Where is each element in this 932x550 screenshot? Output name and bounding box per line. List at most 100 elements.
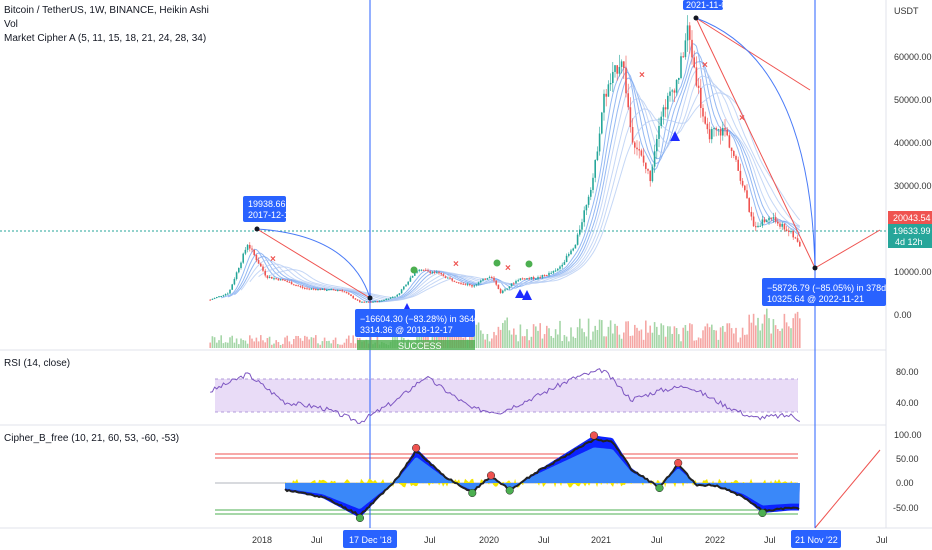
candle-body <box>708 129 711 140</box>
candle-body <box>585 204 588 211</box>
candle-body <box>618 66 621 74</box>
candle-body <box>482 278 484 281</box>
volume-bar <box>227 342 229 348</box>
success-text: SUCCESS <box>398 341 442 351</box>
drop-2022-text: −58726.79 (−85.05%) in 378d <box>767 283 886 293</box>
annotation-top-2021[interactable]: 2021-11-08 <box>683 0 731 10</box>
volume-bar <box>592 331 594 348</box>
volume-bar <box>519 324 522 348</box>
volume-bar <box>693 340 695 348</box>
time-axis[interactable]: 2018 Jul Jul 2020 Jul 2021 Jul 2022 Jul … <box>252 530 888 548</box>
cipher-dots <box>355 431 767 523</box>
volume-bar <box>576 327 579 348</box>
candle-body <box>640 150 643 156</box>
candle-body <box>352 296 354 299</box>
time-tick: 2022 <box>705 535 725 545</box>
annotation-drop-2022[interactable]: −58726.79 (−85.05%) in 378d 10325.64 @ 2… <box>762 278 886 306</box>
volume-bar <box>671 333 673 348</box>
volume-bar <box>317 343 319 348</box>
candle-body <box>557 268 559 271</box>
candle-body <box>295 284 297 286</box>
buy-triangle-signal <box>515 289 525 298</box>
cipher-projection-line[interactable] <box>814 449 881 529</box>
candle-body <box>385 298 387 300</box>
trend-line-2022[interactable] <box>695 17 811 91</box>
candle-body <box>251 248 253 250</box>
time-highlight-2022-text: 21 Nov '22 <box>795 535 838 545</box>
rsi-legend[interactable]: RSI (14, close) <box>4 358 70 369</box>
volume-bar <box>337 343 339 348</box>
success-box <box>357 340 475 350</box>
anchor-point[interactable] <box>367 295 373 301</box>
date-range-drawings[interactable] <box>254 0 881 529</box>
candle-body <box>471 285 473 287</box>
green-dot-signal <box>525 260 533 268</box>
candle-body <box>519 278 522 281</box>
volume-bar <box>255 337 258 348</box>
chart-title[interactable]: Bitcoin / TetherUS, 1W, BINANCE, Heikin … <box>4 5 209 16</box>
candle-body <box>400 289 403 294</box>
candle-body <box>777 221 779 224</box>
volume-bar <box>229 337 231 348</box>
price-axis[interactable]: USDT 60000.00 50000.00 40000.00 30000.00… <box>888 6 932 320</box>
candle-body <box>301 286 304 288</box>
candle-body <box>365 301 368 303</box>
candle-body <box>222 295 225 297</box>
annotation-top-2017[interactable]: 19938.66 2017-12-18 <box>243 196 294 222</box>
cipher-wave-line <box>284 437 800 517</box>
candle-body <box>693 57 695 68</box>
label-box <box>355 309 475 337</box>
volume-bar <box>627 321 629 348</box>
volume-bar <box>532 324 535 348</box>
cipher-b-legend[interactable]: Cipher_B_free (10, 21, 60, 53, -60, -53) <box>4 433 179 444</box>
candle-body <box>231 284 233 290</box>
candle-body <box>477 282 480 285</box>
volume-bar <box>763 314 766 348</box>
price-candles <box>209 15 801 303</box>
candle-body <box>493 277 495 281</box>
market-cipher-legend[interactable]: Market Cipher A (5, 11, 15, 18, 21, 24, … <box>4 33 206 44</box>
volume-bar <box>354 343 357 348</box>
ribbon-line <box>240 67 801 302</box>
anchor-point[interactable] <box>254 226 260 232</box>
candle-body <box>304 287 306 289</box>
projection-line[interactable] <box>814 229 881 269</box>
volume-bar <box>339 344 341 348</box>
anchor-point[interactable] <box>812 265 818 271</box>
candle-body <box>660 116 662 126</box>
volume-bar <box>565 336 568 348</box>
candle-body <box>260 263 262 267</box>
annotation-drop-2018[interactable]: −16604.30 (−83.28%) in 364d 3314.36 @ 20… <box>355 309 479 351</box>
time-tick: 2020 <box>479 535 499 545</box>
top-2017-value: 19938.66 <box>248 199 286 209</box>
cipher-tick: 0.00 <box>896 478 914 488</box>
drop-line-2022[interactable] <box>695 17 816 269</box>
cipher-red-dot <box>674 458 683 468</box>
candle-body <box>691 39 693 58</box>
candle-body <box>667 95 669 110</box>
candle-body <box>433 271 436 273</box>
candle-body <box>499 289 502 293</box>
label-box <box>683 0 723 10</box>
drop-line-2018[interactable] <box>256 228 371 299</box>
volume-bar <box>554 329 557 348</box>
volume-bar <box>295 335 297 348</box>
candle-body <box>244 249 247 254</box>
vol-legend[interactable]: Vol <box>4 19 18 30</box>
volume-bar <box>656 326 658 348</box>
candle-body <box>508 286 511 289</box>
volume-bar <box>348 335 350 348</box>
volume-bar <box>741 327 744 348</box>
candle-body <box>689 25 691 40</box>
anchor-point[interactable] <box>693 15 699 21</box>
candle-body <box>480 280 482 283</box>
volume-bar <box>321 341 324 348</box>
candle-body <box>548 272 550 276</box>
volume-bar <box>563 335 566 348</box>
candle-body <box>528 278 530 280</box>
candle-body <box>634 142 636 148</box>
candle-body <box>268 276 271 278</box>
candle-body <box>741 180 744 186</box>
volume-bar <box>521 336 524 348</box>
